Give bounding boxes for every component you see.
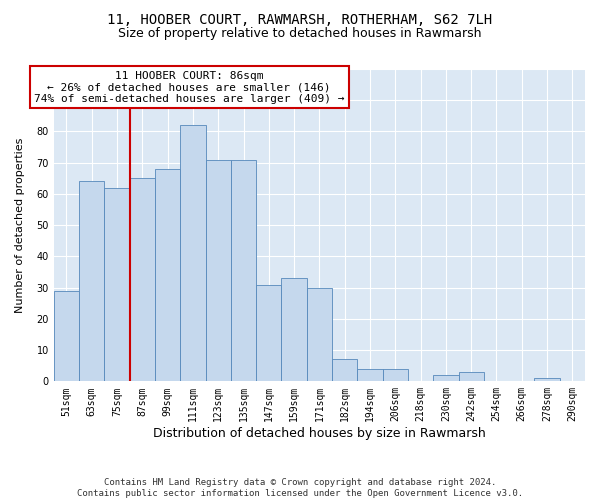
Bar [231,160,256,382]
Text: 11 HOOBER COURT: 86sqm
← 26% of detached houses are smaller (146)
74% of semi-de: 11 HOOBER COURT: 86sqm ← 26% of detached… [34,70,344,104]
X-axis label: Distribution of detached houses by size in Rawmarsh: Distribution of detached houses by size … [153,427,486,440]
Bar [104,188,130,382]
Bar [307,288,332,382]
Bar [332,360,358,382]
Bar [54,291,79,382]
Bar [256,284,281,382]
Bar [180,125,206,382]
Bar [130,178,155,382]
Bar [206,160,231,382]
Bar [535,378,560,382]
Bar [433,375,458,382]
Text: Size of property relative to detached houses in Rawmarsh: Size of property relative to detached ho… [118,28,482,40]
Text: 11, HOOBER COURT, RAWMARSH, ROTHERHAM, S62 7LH: 11, HOOBER COURT, RAWMARSH, ROTHERHAM, S… [107,12,493,26]
Text: Contains HM Land Registry data © Crown copyright and database right 2024.
Contai: Contains HM Land Registry data © Crown c… [77,478,523,498]
Y-axis label: Number of detached properties: Number of detached properties [15,138,25,313]
Bar [458,372,484,382]
Bar [79,182,104,382]
Bar [358,369,383,382]
Bar [383,369,408,382]
Bar [281,278,307,382]
Bar [155,169,180,382]
